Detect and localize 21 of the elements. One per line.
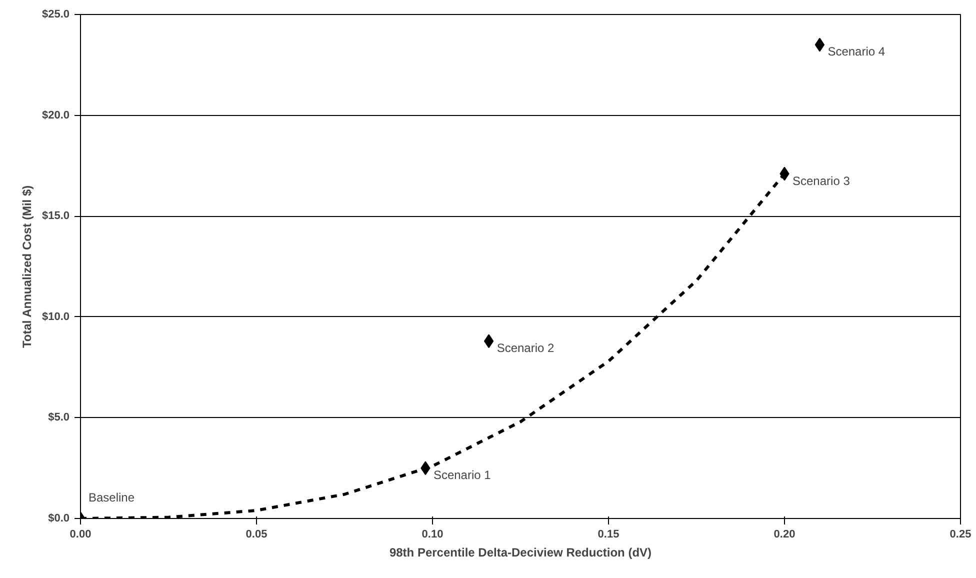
y-axis-title: Total Annualized Cost (Mil $) [20, 185, 34, 348]
y-tick-label: $15.0 [42, 210, 70, 222]
x-tick-label: 0.05 [246, 528, 268, 540]
y-tick-label: $5.0 [48, 412, 70, 424]
point [484, 334, 494, 348]
x-tick-label: 0.10 [422, 528, 444, 540]
annotation: Scenario 4 [828, 44, 886, 59]
x-tick-label: 0.00 [70, 528, 92, 540]
x-tick-label: 0.15 [598, 528, 620, 540]
x-axis-title: 98th Percentile Delta-Deciview Reduction (dV) [389, 546, 652, 560]
y-tick-label: $20.0 [42, 109, 70, 122]
point [814, 38, 825, 52]
annotation: Baseline [88, 490, 135, 504]
annotation: Scenario 1 [433, 468, 492, 482]
y-tick-label: $10.0 [42, 310, 70, 323]
x-tick-label: 0.20 [774, 528, 796, 540]
annotation: Scenario 3 [792, 174, 850, 188]
x-tick-label: 0.25 [950, 528, 972, 540]
y-tick-label: $25.0 [42, 8, 70, 20]
annotation: Scenario 2 [496, 341, 555, 356]
y-tick-label: $0.0 [48, 512, 70, 524]
